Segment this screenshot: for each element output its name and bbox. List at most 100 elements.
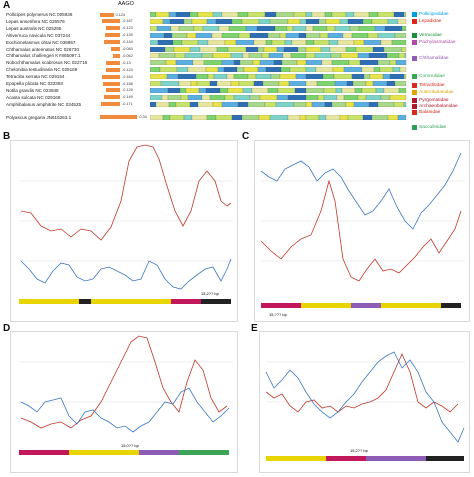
gene-block [217, 67, 225, 73]
gene-block [221, 60, 235, 66]
gene-block [161, 94, 169, 100]
gene-block [393, 12, 405, 17]
panel-c-blue-line [260, 152, 462, 230]
gene-block [150, 12, 157, 17]
gene-block [363, 39, 382, 45]
gene-block [237, 12, 249, 17]
gene-block [241, 114, 260, 120]
gene-block [398, 53, 406, 59]
panel-d-svg: 15,0?? bp [19, 335, 233, 455]
gene-block [216, 46, 229, 52]
gene-order-row [150, 39, 410, 45]
gene-block [333, 74, 353, 80]
gene-block [305, 101, 313, 107]
panel-b-svg: 15,2?? bp [19, 144, 233, 304]
gene-block [286, 25, 294, 31]
family-label: Verrucidae [419, 33, 442, 38]
family-label: Pyrgomatidae [419, 98, 449, 103]
gene-block [294, 87, 307, 93]
gene-block [223, 67, 238, 73]
gene-block [311, 12, 326, 17]
gene-block [342, 32, 353, 38]
gene-block [150, 46, 166, 52]
gene-block [287, 18, 301, 24]
panel-d-red-line [20, 335, 228, 429]
gene-block [264, 101, 277, 107]
gene-block [256, 25, 276, 31]
family-color-strip [412, 19, 417, 24]
gene-block [315, 67, 334, 73]
gene-block [159, 67, 178, 73]
gene-block [164, 46, 175, 52]
aago-value: -0.124 [122, 67, 133, 72]
gene-block [332, 67, 345, 73]
gene-block [397, 114, 407, 120]
gene-block [394, 32, 407, 38]
aago-bar [100, 115, 138, 120]
family-label: Balanidae [419, 110, 441, 115]
species-label: Amphibalanus amphitrite NC 034525 [6, 101, 82, 107]
gene-block [365, 94, 382, 100]
gene-block [305, 74, 324, 80]
gene-block [353, 101, 370, 107]
gene-block [227, 87, 244, 93]
gene-block [353, 12, 370, 17]
family-color-strip [412, 33, 417, 38]
gene-block [305, 87, 325, 93]
gene-order-row [150, 74, 410, 80]
panel-e-scale: 15,2?? bp [350, 448, 369, 453]
gene-block [197, 39, 209, 45]
panel-b-red-line [20, 144, 232, 241]
family-color-strip [412, 110, 417, 115]
gene-block [383, 87, 400, 93]
gene-order-row [150, 25, 410, 31]
gene-block [387, 18, 399, 24]
gene-block [334, 25, 351, 31]
gene-block [242, 53, 250, 59]
gene-block [377, 32, 396, 38]
panel-c-letter: C [242, 131, 250, 142]
panel-e-blue-line [265, 351, 465, 443]
gene-block [181, 39, 199, 45]
gene-block [171, 32, 188, 38]
gene-block [348, 60, 361, 66]
gene-block [179, 87, 187, 93]
gene-block [178, 81, 192, 86]
gene-block [193, 25, 204, 31]
gene-block [257, 46, 265, 52]
family-color-strip [412, 12, 417, 17]
gene-block [235, 39, 255, 45]
aago-header: AAGO [118, 1, 134, 7]
gene-order-row [150, 94, 410, 100]
gene-block [168, 101, 177, 107]
gene-order-row [150, 67, 410, 73]
gene-block [362, 18, 373, 24]
gene-block [305, 39, 315, 45]
aago-bar [106, 67, 120, 72]
gene-block [221, 32, 240, 38]
gene-block [242, 87, 253, 93]
gene-order-row [150, 53, 410, 59]
gene-block [288, 81, 307, 86]
gene-block [180, 94, 189, 100]
gene-block [319, 32, 329, 38]
gene-block [283, 46, 299, 52]
gene-block [185, 87, 200, 93]
family-color-strip [412, 40, 417, 45]
gene-block [368, 101, 379, 107]
gene-block [331, 101, 347, 107]
gene-block [216, 81, 232, 86]
aago-bar [106, 26, 120, 31]
gene-block [377, 101, 395, 107]
gene-block [380, 94, 391, 100]
gene-block [339, 18, 349, 24]
gene-block [387, 114, 399, 120]
gene-block [162, 18, 171, 24]
gene-block [155, 12, 170, 17]
panel-b-scale: 15,2?? bp [201, 291, 220, 296]
gene-block [176, 67, 189, 73]
species-label: Chthamalus antennatus NC 026730 [6, 46, 80, 52]
gene-block [279, 74, 297, 80]
aago-value: -0.144 [122, 40, 133, 45]
gene-block [150, 101, 157, 107]
